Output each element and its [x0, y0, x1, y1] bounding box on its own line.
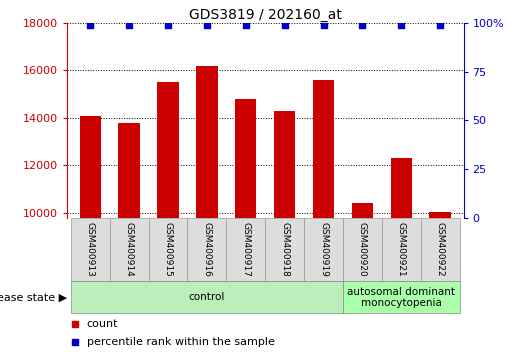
- Text: GSM400917: GSM400917: [242, 222, 250, 277]
- Point: [203, 22, 211, 28]
- Point: [397, 22, 405, 28]
- Text: GSM400914: GSM400914: [125, 222, 134, 277]
- Text: GSM400919: GSM400919: [319, 222, 328, 277]
- Text: percentile rank within the sample: percentile rank within the sample: [87, 337, 274, 347]
- Text: GSM400920: GSM400920: [358, 222, 367, 277]
- Point: [125, 22, 133, 28]
- Bar: [265, 218, 304, 281]
- Point: [319, 22, 328, 28]
- Text: GSM400918: GSM400918: [280, 222, 289, 277]
- Bar: [343, 281, 459, 313]
- Bar: [80, 116, 101, 218]
- Text: GSM400921: GSM400921: [397, 222, 406, 277]
- Text: GSM400913: GSM400913: [86, 222, 95, 277]
- Point: [358, 22, 367, 28]
- Point: [71, 339, 79, 344]
- Bar: [149, 218, 187, 281]
- Point: [281, 22, 289, 28]
- Text: GSM400916: GSM400916: [202, 222, 212, 277]
- Bar: [304, 218, 343, 281]
- Bar: [343, 218, 382, 281]
- Bar: [158, 82, 179, 218]
- Text: disease state ▶: disease state ▶: [0, 292, 67, 302]
- Bar: [235, 99, 256, 218]
- Text: count: count: [87, 319, 118, 329]
- Point: [71, 321, 79, 327]
- Bar: [196, 66, 218, 218]
- Title: GDS3819 / 202160_at: GDS3819 / 202160_at: [189, 8, 341, 22]
- Bar: [110, 218, 149, 281]
- Point: [164, 22, 172, 28]
- Point: [86, 22, 94, 28]
- Text: control: control: [188, 292, 225, 302]
- Bar: [71, 218, 110, 281]
- Bar: [274, 111, 296, 218]
- Text: GSM400922: GSM400922: [436, 222, 444, 277]
- Point: [436, 22, 444, 28]
- Point: [242, 22, 250, 28]
- Bar: [352, 204, 373, 218]
- Bar: [187, 218, 227, 281]
- Bar: [382, 218, 421, 281]
- Text: autosomal dominant
monocytopenia: autosomal dominant monocytopenia: [347, 286, 455, 308]
- Bar: [421, 218, 459, 281]
- Bar: [390, 158, 412, 218]
- Text: GSM400915: GSM400915: [164, 222, 173, 277]
- Bar: [71, 281, 343, 313]
- Bar: [313, 80, 334, 218]
- Bar: [430, 212, 451, 218]
- Bar: [118, 123, 140, 218]
- Bar: [227, 218, 265, 281]
